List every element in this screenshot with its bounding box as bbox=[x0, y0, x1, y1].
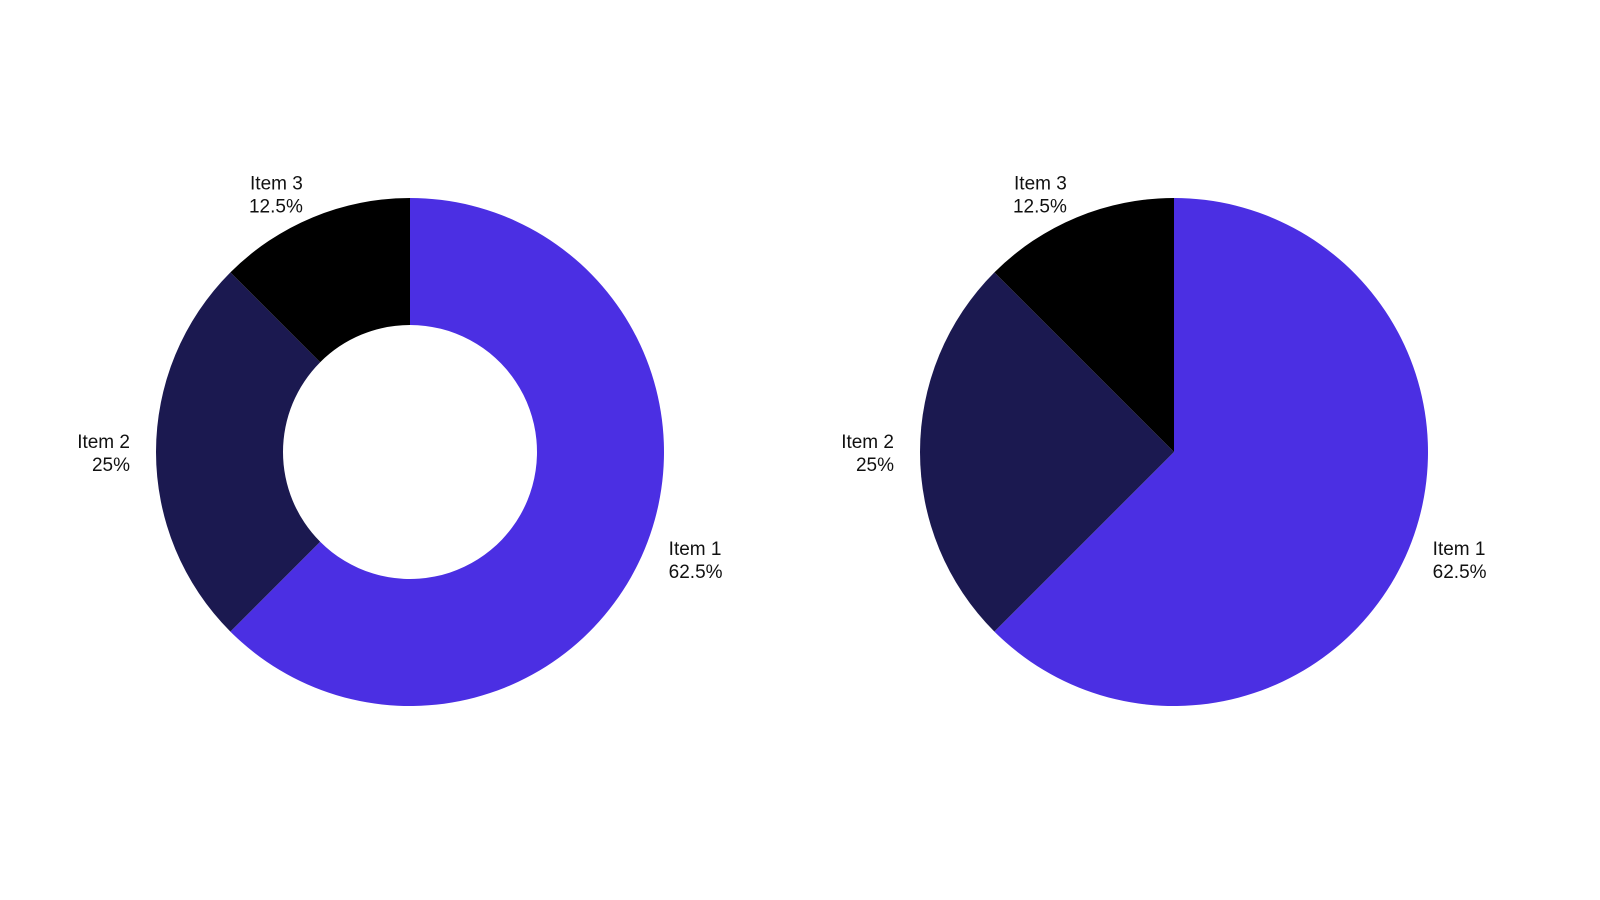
slice-percent: 25% bbox=[856, 455, 894, 476]
slice-label: Item 312.5% bbox=[1013, 173, 1067, 217]
slice-item-1 bbox=[994, 198, 1429, 706]
slice-item-3 bbox=[994, 198, 1174, 452]
slice-label: Item 225% bbox=[77, 432, 130, 476]
slice-name: Item 1 bbox=[1433, 539, 1486, 560]
slice-percent: 62.5% bbox=[1433, 562, 1487, 583]
slice-name: Item 3 bbox=[1014, 173, 1067, 194]
slice-label: Item 162.5% bbox=[1433, 539, 1487, 583]
slice-label: Item 312.5% bbox=[249, 173, 303, 217]
slice-item-2 bbox=[156, 272, 321, 632]
slice-percent: 12.5% bbox=[1013, 196, 1067, 217]
slice-item-2 bbox=[920, 272, 1174, 632]
slice-item-3 bbox=[230, 198, 410, 363]
slice-name: Item 1 bbox=[669, 539, 722, 560]
donut-chart: Item 162.5% Item 225% Item 312.5% bbox=[77, 173, 723, 706]
slice-name: Item 3 bbox=[250, 173, 303, 194]
slice-label: Item 225% bbox=[841, 432, 894, 476]
slice-item-1 bbox=[230, 198, 664, 706]
slice-percent: 25% bbox=[92, 455, 130, 476]
slice-percent: 12.5% bbox=[249, 196, 303, 217]
slice-label: Item 162.5% bbox=[669, 539, 723, 583]
slice-name: Item 2 bbox=[841, 432, 894, 453]
pie-chart: Item 162.5% Item 225% Item 312.5% bbox=[841, 173, 1487, 706]
slice-percent: 62.5% bbox=[669, 562, 723, 583]
slice-name: Item 2 bbox=[77, 432, 130, 453]
